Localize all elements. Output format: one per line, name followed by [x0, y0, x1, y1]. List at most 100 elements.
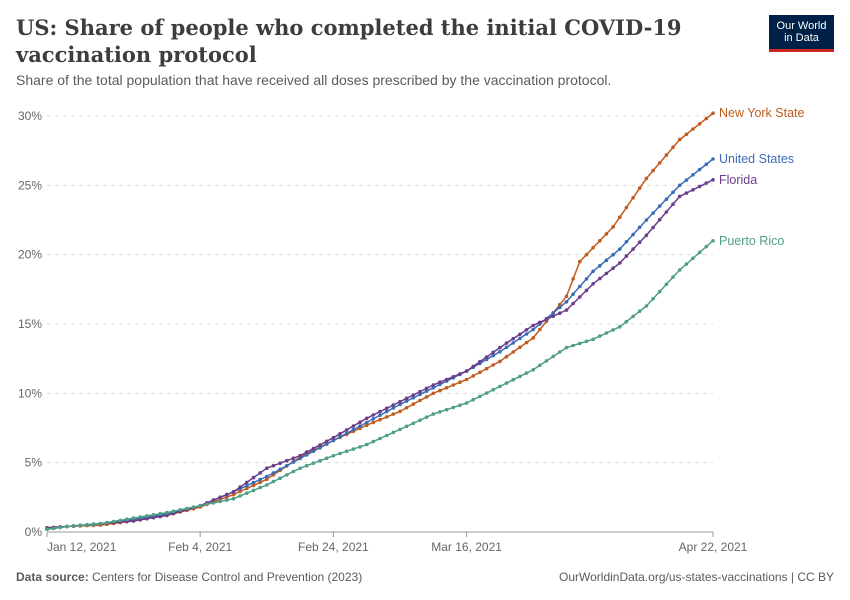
series-point	[504, 381, 509, 385]
series-point	[464, 401, 469, 405]
series-point	[711, 111, 715, 115]
series-point	[584, 288, 589, 293]
series-point	[524, 340, 529, 345]
series-point	[591, 269, 595, 274]
series-point	[218, 499, 222, 504]
series-point	[524, 328, 529, 332]
series-point	[644, 233, 649, 238]
series-point	[145, 516, 149, 521]
series-point	[178, 508, 182, 512]
series-point	[418, 389, 422, 394]
data-source-label: Data source:	[16, 570, 89, 584]
series-point	[518, 336, 522, 341]
series-point	[624, 240, 629, 244]
series-point	[691, 188, 695, 192]
series-point	[398, 409, 402, 414]
series-point	[404, 396, 409, 401]
y-tick-label: 10%	[18, 386, 42, 400]
series-point	[684, 132, 689, 137]
series-point	[105, 520, 109, 525]
series-point	[611, 266, 615, 271]
series-point	[291, 456, 296, 461]
series-point	[657, 217, 662, 222]
series-point	[511, 336, 515, 341]
series-point	[351, 447, 356, 451]
series-point	[438, 380, 442, 385]
series-point	[324, 456, 329, 461]
series-point	[364, 420, 369, 425]
series-point	[671, 275, 675, 279]
series-point	[391, 412, 396, 416]
series-point	[231, 490, 236, 494]
series-point	[251, 475, 256, 480]
series-point	[331, 438, 336, 443]
series-point	[711, 239, 715, 243]
series-point	[358, 424, 362, 428]
series-point	[551, 314, 555, 319]
series-point	[538, 320, 542, 325]
series-point	[531, 336, 535, 340]
series-point	[551, 311, 555, 315]
series-point	[571, 277, 575, 281]
series-point	[611, 225, 615, 229]
series-point	[504, 345, 509, 350]
series-point	[384, 406, 389, 411]
series-point	[551, 354, 555, 359]
owid-logo[interactable]: Our World in Data	[769, 15, 834, 52]
series-point	[697, 184, 702, 189]
series-point	[138, 518, 142, 522]
series-point	[285, 463, 289, 468]
series-point	[298, 456, 302, 461]
series-point	[265, 474, 269, 479]
series-point	[704, 244, 709, 249]
series-point	[611, 252, 615, 257]
series-point	[604, 271, 609, 276]
series-point	[418, 392, 422, 397]
series-point	[671, 190, 675, 195]
y-tick-label: 20%	[18, 248, 42, 262]
series-point	[704, 162, 709, 167]
series-point	[677, 268, 682, 272]
series-point	[598, 276, 602, 281]
series-point	[458, 403, 462, 408]
series-point	[238, 489, 242, 494]
series-point	[71, 524, 76, 528]
series-point	[304, 453, 309, 457]
series-point	[591, 245, 595, 250]
series-point	[704, 116, 709, 121]
series-point	[558, 302, 562, 307]
series-point	[511, 341, 515, 345]
y-tick-label: 25%	[18, 178, 42, 192]
series-point	[471, 364, 476, 369]
series-point	[251, 483, 256, 488]
series-point	[311, 449, 316, 454]
series-point	[431, 391, 436, 396]
series-point	[338, 432, 342, 436]
series-point	[438, 410, 442, 414]
series-point	[311, 446, 316, 451]
series-point	[371, 413, 376, 417]
series-point	[344, 428, 349, 432]
series-point	[558, 350, 562, 354]
series-point	[338, 451, 342, 456]
source-url-license[interactable]: OurWorldinData.org/us-states-vaccination…	[559, 570, 834, 584]
series-point	[318, 458, 322, 463]
series-point	[518, 374, 522, 379]
series-point	[671, 202, 675, 206]
series-point	[225, 492, 229, 497]
series-point	[518, 332, 522, 337]
series-point	[598, 239, 602, 243]
series-point	[464, 377, 469, 382]
series-point	[191, 505, 196, 509]
series-point	[304, 450, 309, 454]
series-point	[351, 424, 356, 428]
series-line-puerto-rico	[46, 240, 714, 530]
series-point	[584, 277, 589, 281]
series-point	[511, 350, 515, 354]
series-point	[384, 433, 389, 438]
series-point	[431, 412, 436, 416]
series-point	[578, 284, 582, 289]
series-point	[378, 417, 382, 422]
series-point	[651, 168, 655, 173]
series-point	[444, 407, 449, 412]
